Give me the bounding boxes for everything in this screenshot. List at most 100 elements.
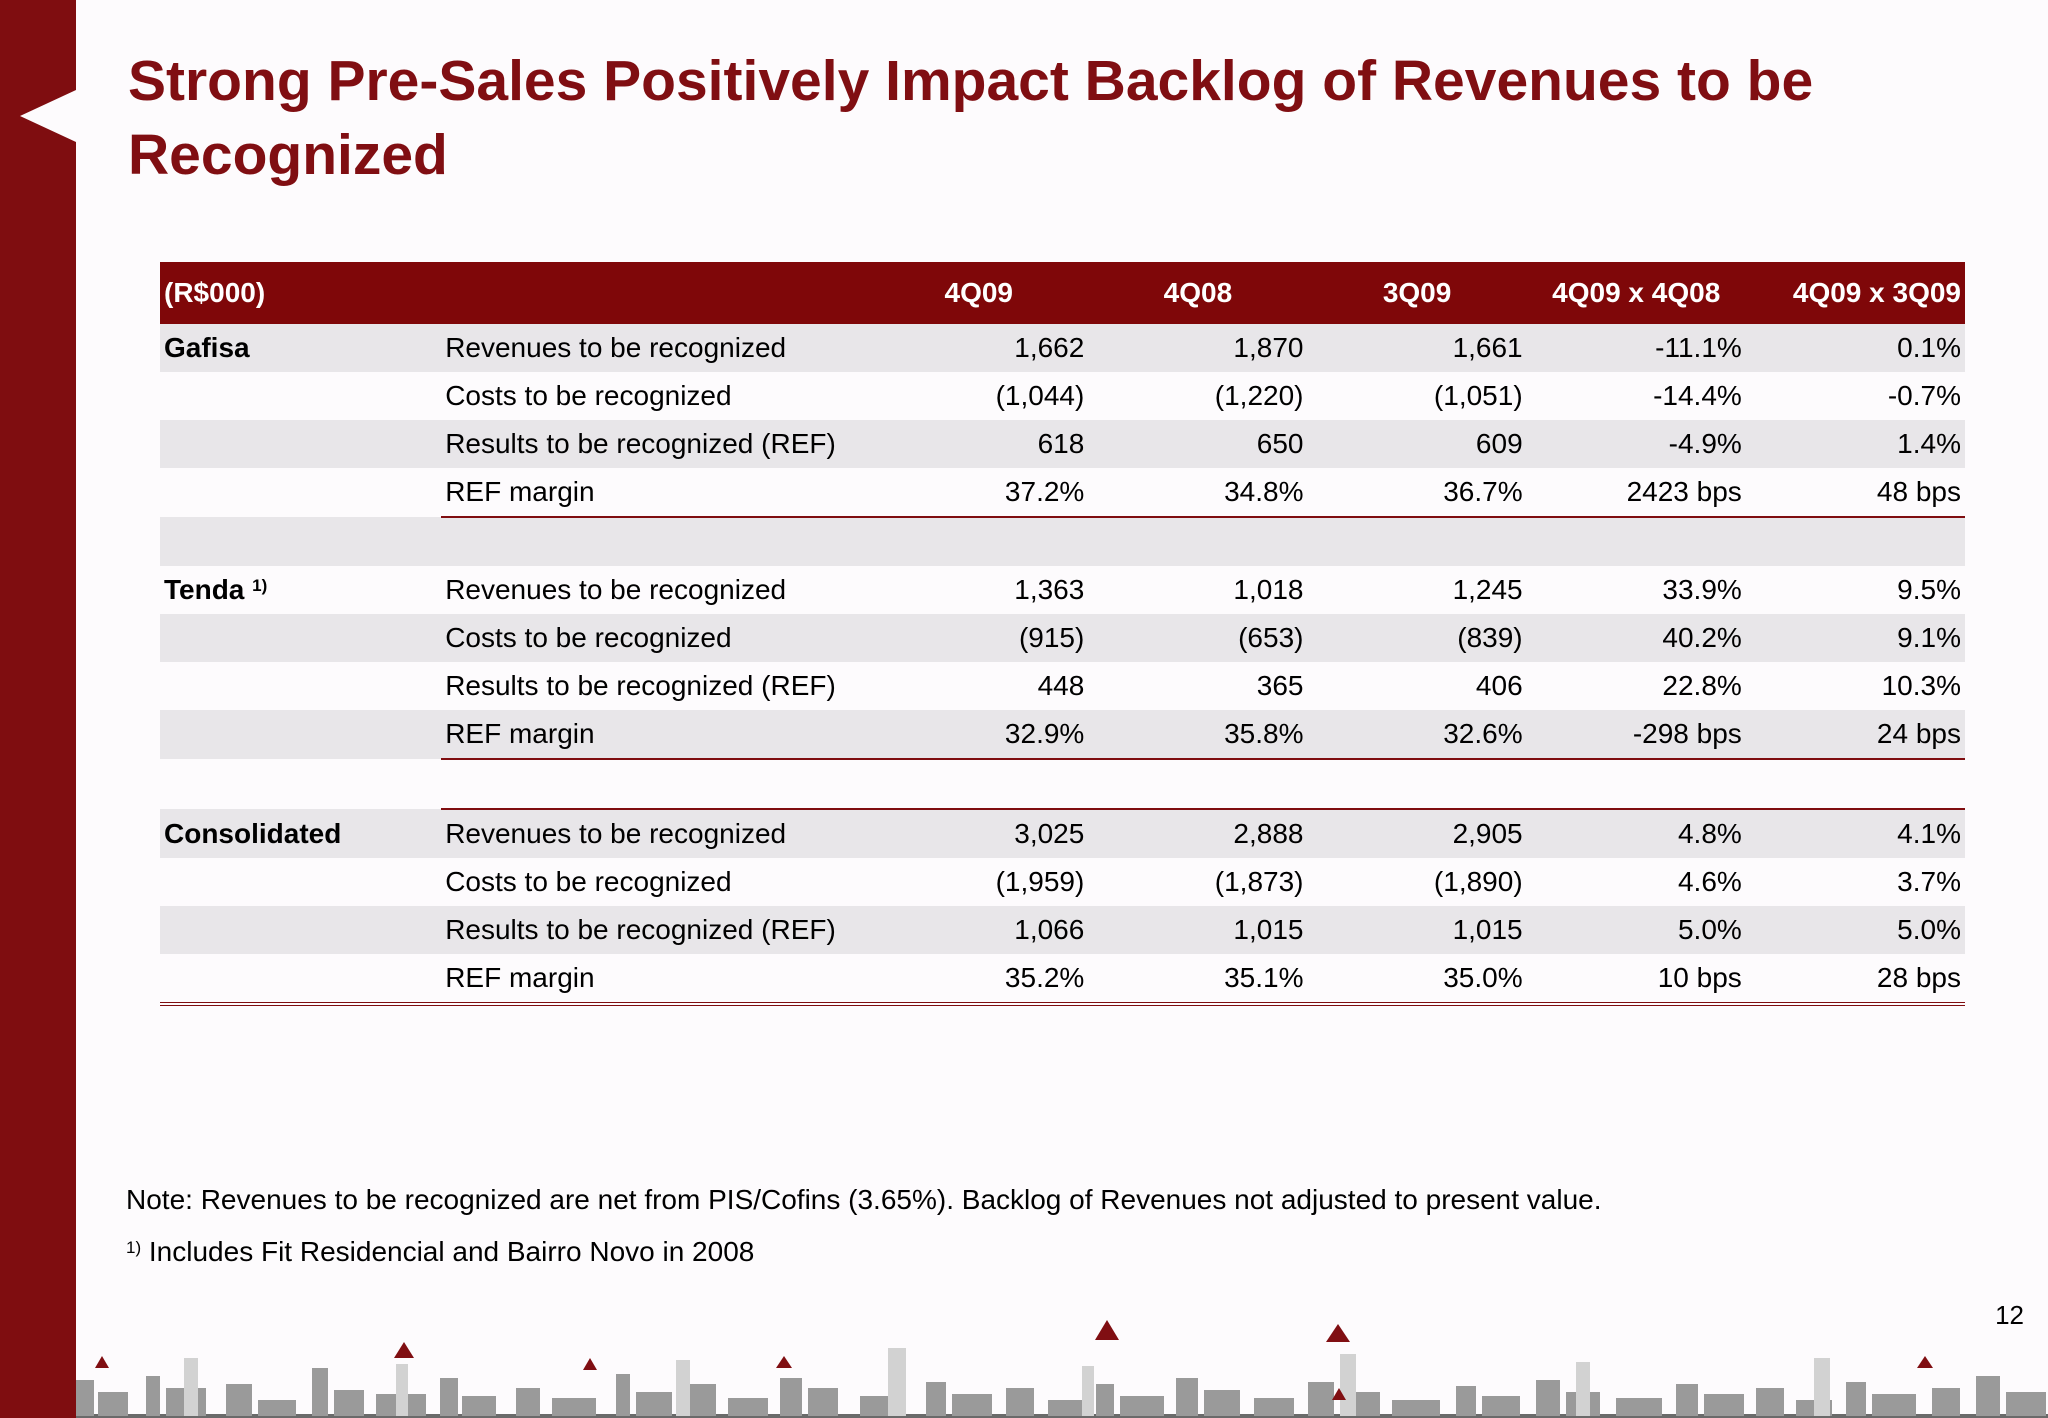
table-row: Consolidated Revenues to be recognized 3… (160, 808, 1965, 858)
cell-value: 40.2% (1526, 614, 1746, 662)
footnote-marker: 1) (126, 1238, 142, 1257)
column-header: 4Q09 x 4Q08 (1526, 262, 1746, 324)
cell-value: (1,220) (1214, 380, 1304, 411)
cell-value: 2423 bps (1526, 468, 1746, 518)
slide-title: Strong Pre-Sales Positively Impact Backl… (128, 49, 1814, 187)
cell-value: 10 bps (1526, 954, 1746, 1006)
cell-value: 5.0% (1526, 906, 1746, 954)
cell-value: (1,051) (1433, 380, 1523, 411)
cell-value: 4.6% (1677, 866, 1742, 897)
cell-value: 22.8% (1662, 670, 1742, 701)
cell-value: 3.7% (1897, 866, 1961, 897)
cell-value: -11.1% (1526, 324, 1746, 372)
row-label: Results to be recognized (REF) (445, 670, 836, 701)
cell-value: (1,044) (995, 380, 1085, 411)
cell-value: -0.7% (1887, 380, 1961, 411)
table-header-row: (R$000) 4Q09 4Q08 3Q09 4Q09 x 4Q08 4Q09 … (160, 262, 1965, 324)
cell-value: 10.3% (1881, 670, 1961, 701)
cell-value: 609 (1307, 420, 1527, 468)
company-logo-triangle-icon (95, 1320, 1933, 1400)
table-note: Note: Revenues to be recognized are net … (126, 1184, 1602, 1215)
cell-value: 618 (869, 420, 1089, 468)
cell-value: 4.1% (1745, 808, 1965, 858)
city-skyline-illustration (76, 1320, 2048, 1418)
table-row: Gafisa Revenues to be recognized 1,662 1… (160, 324, 1965, 372)
spacer-row (160, 759, 1965, 809)
cell-value: 650 (1088, 420, 1308, 468)
row-label: Results to be recognized (REF) (441, 420, 870, 468)
entity-name: Gafisa (160, 324, 442, 372)
table-row: REF margin 35.2% 35.1% 35.0% 10 bps 28 b… (160, 954, 1965, 1006)
column-header: 3Q09 (1307, 262, 1527, 324)
table-row: Costs to be recognized (1,959) (1,873) (… (160, 858, 1965, 906)
cell-value: 0.1% (1745, 324, 1965, 372)
row-label: Costs to be recognized (445, 866, 732, 897)
cell-value: 448 (1037, 670, 1085, 701)
row-label: REF margin (441, 710, 870, 760)
row-label: REF margin (441, 954, 870, 1006)
cell-value: 4.8% (1526, 808, 1746, 858)
cell-value: 1,066 (869, 906, 1089, 954)
cell-value: 1,015 (1307, 906, 1527, 954)
row-label: Costs to be recognized (441, 614, 870, 662)
backlog-table: (R$000) 4Q09 4Q08 3Q09 4Q09 x 4Q08 4Q09 … (160, 262, 1965, 1006)
cell-value: 35.0% (1307, 954, 1527, 1006)
row-label: Revenues to be recognized (441, 324, 870, 372)
blank-header (441, 262, 870, 324)
cell-value: 1,245 (1452, 574, 1523, 605)
cell-value: 48 bps (1745, 468, 1965, 518)
table-row: Results to be recognized (REF) 618 650 6… (160, 420, 1965, 468)
cell-value: 24 bps (1745, 710, 1965, 760)
cell-value: 32.9% (869, 710, 1089, 760)
column-header: 4Q08 (1088, 262, 1308, 324)
cell-value: (1,959) (995, 866, 1085, 897)
cell-value: 35.8% (1088, 710, 1308, 760)
table-row: REF margin 32.9% 35.8% 32.6% -298 bps 24… (160, 710, 1965, 760)
column-header: 4Q09 x 3Q09 (1745, 262, 1965, 324)
cell-value: 2,905 (1307, 808, 1527, 858)
cell-value: -14.4% (1653, 380, 1742, 411)
cell-value: 1,015 (1088, 906, 1308, 954)
cell-value: 34.8% (1088, 468, 1308, 518)
row-label: REF margin (441, 468, 870, 518)
cell-value: 1.4% (1745, 420, 1965, 468)
table-row: Costs to be recognized (915) (653) (839)… (160, 614, 1965, 662)
table-row: Results to be recognized (REF) 1,066 1,0… (160, 906, 1965, 954)
cell-value: 9.5% (1897, 574, 1961, 605)
cell-value: 33.9% (1662, 574, 1742, 605)
cell-value: 35.1% (1088, 954, 1308, 1006)
unit-header: (R$000) (160, 262, 442, 324)
left-brand-bar (0, 0, 76, 1418)
cell-value: -298 bps (1526, 710, 1746, 760)
footnote-marker: 1) (252, 576, 268, 595)
spacer-row (160, 517, 1965, 566)
footnote: 1) Includes Fit Residencial and Bairro N… (126, 1236, 755, 1267)
row-label: Results to be recognized (REF) (441, 906, 870, 954)
cell-value: 9.1% (1745, 614, 1965, 662)
cell-value: 365 (1256, 670, 1304, 701)
cell-value: (653) (1088, 614, 1308, 662)
cell-value: 406 (1475, 670, 1523, 701)
cell-value: 1,363 (1014, 574, 1085, 605)
cell-value: 1,870 (1088, 324, 1308, 372)
entity-name: Tenda 1) (164, 574, 268, 605)
cell-value: (839) (1307, 614, 1527, 662)
cell-value: 1,018 (1233, 574, 1304, 605)
cell-value: 2,888 (1088, 808, 1308, 858)
cell-value: (1,890) (1433, 866, 1523, 897)
table-row: Results to be recognized (REF) 448 365 4… (160, 662, 1965, 710)
table-row: REF margin 37.2% 34.8% 36.7% 2423 bps 48… (160, 468, 1965, 518)
cell-value: 5.0% (1745, 906, 1965, 954)
cell-value: 1,661 (1307, 324, 1527, 372)
cell-value: 37.2% (869, 468, 1089, 518)
entity-name: Consolidated (160, 809, 442, 858)
cell-value: (915) (869, 614, 1089, 662)
table-row: Costs to be recognized (1,044) (1,220) (… (160, 372, 1965, 420)
page-number: 12 (1995, 1300, 2024, 1330)
row-label: Revenues to be recognized (441, 808, 870, 858)
cell-value: 35.2% (869, 954, 1089, 1006)
cell-value: (1,873) (1214, 866, 1304, 897)
cell-value: 36.7% (1307, 468, 1527, 518)
row-label: Costs to be recognized (445, 380, 732, 411)
cell-value: 28 bps (1745, 954, 1965, 1006)
